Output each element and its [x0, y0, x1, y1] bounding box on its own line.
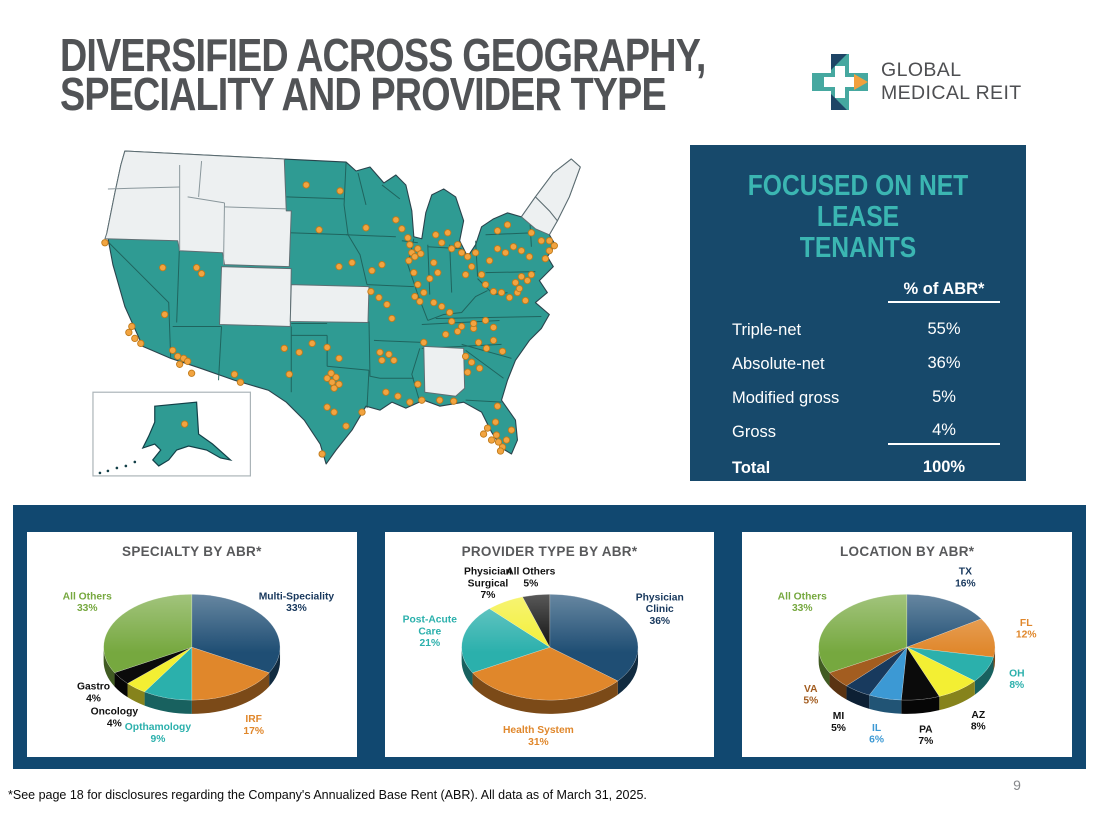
- map-inactive-states: [104, 150, 581, 397]
- specialty-chart-card: SPECIALTY BY ABR* Multi-Speciality 33% IRF…: [27, 532, 357, 757]
- location-chart-card: LOCATION BY ABR* TX 16% FL 12% OH 8% AZ 8% PA 7% I…: [742, 532, 1073, 757]
- svg-text:PA7%: PA 7%: [919, 724, 934, 747]
- logo-word-line2: MEDICAL REIT: [881, 82, 1022, 104]
- state-borders: [108, 162, 542, 409]
- alaska-inset: [92, 391, 252, 477]
- property-dots: [101, 181, 558, 458]
- provider-type-chart-title: PROVIDER TYPE BY ABR*: [461, 544, 638, 559]
- specialty-pie-chart: Multi-Speciality 33% IRF 17% Opthamology 9%On…: [63, 591, 335, 745]
- lease-row: Absolute-net 36%: [732, 354, 961, 373]
- provider-type-pie-chart: Physician Clinic 36% Health System 31% Post-A…: [402, 567, 683, 748]
- provider-type-chart-card: PROVIDER TYPE BY ABR* Physician Clinic 36%…: [384, 532, 715, 757]
- net-lease-panel: FOCUSED ON NET LEASE TENANTS % of ABR* T…: [690, 145, 1026, 481]
- lease-row: Triple-net 55%: [732, 320, 961, 339]
- slide-title-line1: DIVERSIFIED ACROSS GEOGRAPHY,: [60, 29, 706, 81]
- svg-text:VA5%: VA 5%: [804, 684, 819, 707]
- abr-column-header: % of ABR*: [888, 280, 1000, 303]
- abr-table-header: % of ABR*: [690, 280, 1026, 303]
- logo-wordmark: GLOBAL MEDICAL REIT: [881, 59, 1022, 105]
- charts-band: SPECIALTY BY ABR* Multi-Speciality 33% IRF…: [13, 505, 1086, 769]
- svg-text:AZ8%: AZ 8%: [971, 710, 986, 733]
- slide-title: DIVERSIFIED ACROSS GEOGRAPHY, SPECIALITY…: [60, 29, 847, 120]
- us-map-svg: [92, 150, 581, 477]
- lease-row: Gross 4%: [690, 415, 1026, 449]
- global-medical-reit-logo-icon: [812, 54, 868, 110]
- total-value: 100%: [922, 458, 966, 476]
- lease-rows: Triple-net 55% Absolute-net 36% Modified gro…: [690, 313, 1026, 449]
- logo-word-line1: GLOBAL: [881, 59, 962, 81]
- location-chart-title: LOCATION BY ABR*: [840, 544, 975, 559]
- svg-text:OH8%: OH 8%: [1009, 668, 1024, 691]
- specialty-chart-title: SPECIALTY BY ABR*: [122, 544, 262, 559]
- lease-row: Modified gross 5%: [732, 388, 956, 407]
- total-label: Total: [732, 458, 771, 477]
- panel-title-line2: TENANTS: [799, 232, 917, 264]
- svg-text:MI5%: MI 5%: [831, 711, 846, 734]
- panel-title: FOCUSED ON NET LEASE TENANTS: [690, 171, 1026, 264]
- total-row: Total 100%: [690, 451, 1026, 485]
- svg-text:IL6%: IL 6%: [870, 723, 885, 746]
- footnote: *See page 18 for disclosures regarding t…: [8, 788, 647, 802]
- us-property-map: [85, 143, 643, 481]
- company-logo: GLOBAL MEDICAL REIT: [812, 52, 1022, 112]
- slide-title-line2: SPECIALITY AND PROVIDER TYPE: [60, 68, 667, 120]
- panel-title-line1: FOCUSED ON NET LEASE: [747, 170, 969, 233]
- gray-state-borders: [107, 160, 287, 265]
- page-number: 9: [1013, 777, 1021, 793]
- abr-table: % of ABR* Triple-net 55% Absolute-net 36% Mo…: [690, 280, 1026, 485]
- location-pie-chart: TX 16% FL 12% OH 8% AZ 8% PA 7% IL 6% MI 5% VA 5% All Ot…: [778, 567, 1037, 748]
